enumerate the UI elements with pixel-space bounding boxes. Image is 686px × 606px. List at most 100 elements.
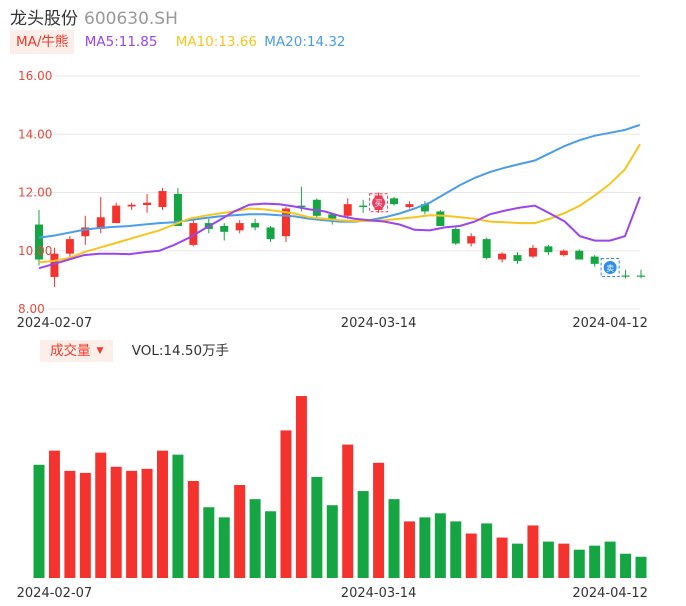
candle-body xyxy=(235,223,244,231)
volume-bar xyxy=(635,556,647,578)
volume-bar xyxy=(280,430,292,578)
volume-bar xyxy=(79,472,91,578)
candle-body xyxy=(143,202,152,206)
candle xyxy=(544,244,553,256)
candle-body xyxy=(343,204,352,216)
volume-bar xyxy=(249,499,261,578)
volume-bar xyxy=(187,480,199,578)
candle-body xyxy=(590,256,599,264)
volume-bar xyxy=(218,517,230,578)
ma-legend: MA/牛熊 MA5:11.85 MA10:13.66 MA20:14.32 xyxy=(10,30,346,54)
candle-body xyxy=(189,223,198,245)
volume-bar xyxy=(450,521,462,578)
volume-bar xyxy=(527,525,539,578)
volume-bar xyxy=(620,553,632,578)
stock-name: 龙头股份 xyxy=(10,9,78,29)
candle-body xyxy=(498,253,507,260)
y-tick-label: 12.00 xyxy=(18,186,52,200)
ma10-line xyxy=(38,143,641,264)
volume-bar xyxy=(465,533,477,578)
candle-body xyxy=(559,250,568,256)
candle-body xyxy=(35,224,43,260)
ma5-line xyxy=(38,196,641,270)
volume-bar xyxy=(512,543,524,578)
candle xyxy=(528,244,537,259)
volume-bar xyxy=(573,549,585,578)
volume-bar xyxy=(33,464,45,578)
candle-body xyxy=(467,236,476,244)
candle-body xyxy=(390,198,399,205)
moving-average-lines xyxy=(38,123,641,270)
y-tick-label: 14.00 xyxy=(18,127,52,141)
volume-bars xyxy=(33,396,647,578)
candle-body xyxy=(482,239,491,259)
candle xyxy=(220,223,229,241)
y-tick-label: 10.00 xyxy=(18,244,52,258)
date-axis: 2024-02-07 2024-03-14 2024-04-12 xyxy=(17,316,648,331)
ma20-line xyxy=(38,123,641,239)
candle-body xyxy=(621,275,630,277)
candle xyxy=(50,247,59,288)
volume-bar xyxy=(234,485,246,578)
volume-bar xyxy=(496,537,508,578)
candle-body xyxy=(50,253,59,277)
candle-body xyxy=(281,208,290,237)
candle-body xyxy=(451,228,460,244)
candle-body xyxy=(436,211,445,226)
buy-signal-badge: 买 xyxy=(369,193,389,213)
ma10-label: MA10:13.66 xyxy=(175,34,257,50)
candle-body xyxy=(173,193,182,226)
badge-frame xyxy=(369,193,389,213)
candle-body xyxy=(266,227,275,240)
candle xyxy=(513,252,522,264)
candle xyxy=(575,249,584,260)
badge-label: 卖 xyxy=(606,264,614,273)
candle xyxy=(158,188,167,210)
candle-body xyxy=(81,227,90,237)
badge-dot xyxy=(372,196,386,210)
volume-bar xyxy=(203,507,215,578)
candle-body xyxy=(158,191,167,208)
x-tick-label: 2024-03-14 xyxy=(341,316,417,331)
candle xyxy=(266,225,275,243)
volume-x-tick-label: 2024-04-12 xyxy=(572,586,648,601)
badge-dot xyxy=(603,260,617,274)
volume-legend: 成交量 ▼ VOL:14.50万手 xyxy=(40,340,229,362)
volume-bar xyxy=(311,476,323,578)
candle xyxy=(559,249,568,257)
candle-body xyxy=(513,255,522,261)
candle-body xyxy=(637,275,645,277)
candle xyxy=(112,202,121,224)
volume-bar xyxy=(126,470,138,578)
y-tick-label: 8.00 xyxy=(18,302,45,316)
indicator-selector-button[interactable]: MA/牛熊 xyxy=(10,30,75,54)
price-axis: 8.00 10.00 12.00 14.00 16.00 xyxy=(18,69,52,316)
volume-bar xyxy=(481,523,493,578)
candle-body xyxy=(328,214,337,219)
price-grid xyxy=(30,75,640,310)
candle xyxy=(343,198,352,219)
x-tick-label: 2024-02-07 xyxy=(17,316,93,331)
x-tick-label: 2024-04-12 xyxy=(572,316,648,331)
volume-bar xyxy=(403,521,415,578)
stock-code: 600630.SH xyxy=(84,9,178,29)
candle xyxy=(235,220,244,234)
candle xyxy=(173,188,182,226)
candle xyxy=(590,255,599,267)
volume-bar xyxy=(589,545,601,578)
volume-bar xyxy=(265,511,277,578)
candle xyxy=(405,201,414,209)
volume-bar xyxy=(295,396,307,578)
y-tick-label: 16.00 xyxy=(18,69,52,83)
candle-body xyxy=(405,204,414,208)
candle xyxy=(482,237,491,260)
volume-selector-button[interactable]: 成交量 ▼ xyxy=(40,340,114,362)
volume-bar xyxy=(95,452,107,578)
volume-bar xyxy=(64,470,76,578)
ma20-label: MA20:14.32 xyxy=(264,34,346,50)
candle xyxy=(359,199,368,213)
candle-body xyxy=(544,246,553,253)
candle xyxy=(65,236,74,257)
badge-label: 买 xyxy=(375,199,383,208)
